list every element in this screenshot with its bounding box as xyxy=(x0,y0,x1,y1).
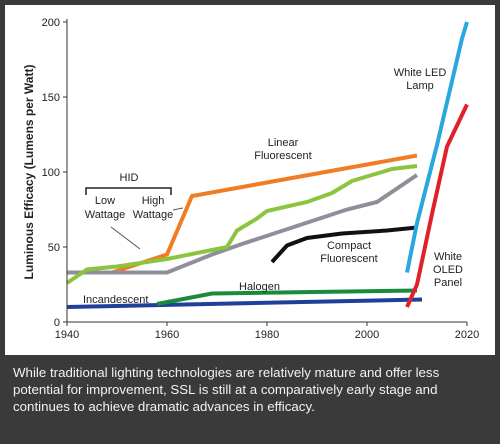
y-tick-label: 150 xyxy=(42,92,60,104)
series-label-linear-fluorescent: Linear xyxy=(268,137,299,149)
annotation-low-wattage: Low xyxy=(95,195,115,207)
y-tick-label: 50 xyxy=(48,242,60,254)
annotation-low-wattage-pointer xyxy=(110,226,141,250)
series-label-halogen: Halogen xyxy=(239,281,280,293)
chart-panel: Incandescent Halogen Linear Fluorescent Comp… xyxy=(5,5,495,355)
series-label-incandescent: Incandescent xyxy=(83,294,148,306)
annotation-low-wattage: Wattage xyxy=(85,209,126,221)
series-line-halogen xyxy=(156,288,418,306)
x-tick-label: 1960 xyxy=(155,329,179,341)
series-label-white-oled-panel: White xyxy=(434,251,462,263)
annotation-hid: HID xyxy=(120,172,139,184)
series-label-white-oled-panel: Panel xyxy=(434,277,462,289)
series-label-linear-fluorescent: Fluorescent xyxy=(254,150,311,162)
x-tick-label: 1980 xyxy=(255,329,279,341)
series-line-compact-fluorescent xyxy=(270,225,418,264)
annotation-hid-bracket xyxy=(85,187,172,195)
x-tick-label: 1940 xyxy=(55,329,79,341)
figure-caption: While traditional lighting technologies … xyxy=(13,365,440,414)
series-line-incandescent xyxy=(66,297,423,309)
series-label-white-led-lamp: Lamp xyxy=(406,80,434,92)
y-tick-label: 200 xyxy=(42,17,60,29)
series-label-compact-fluorescent: Fluorescent xyxy=(320,253,377,265)
series-line-low-wattage xyxy=(67,173,419,275)
series-label-compact-fluorescent: Compact xyxy=(327,240,371,252)
annotation-high-wattage-pointer xyxy=(172,207,184,211)
y-axis-title: Luminous Efficacy (Lumens per Watt) xyxy=(22,65,36,280)
series-label-white-oled-panel: OLED xyxy=(433,264,463,276)
y-tick-label: 0 xyxy=(54,317,60,329)
series-line-linear-fluorescent xyxy=(65,164,418,285)
series-line-white-led-lamp xyxy=(405,21,469,273)
series-line-white-oled-panel xyxy=(405,103,469,308)
annotation-high-wattage: Wattage xyxy=(133,209,174,221)
efficacy-line-chart: IncandescentHalogenLinearFluorescentComp… xyxy=(22,17,479,341)
series-label-white-led-lamp: White LED xyxy=(394,67,447,79)
x-tick-label: 2020 xyxy=(455,329,479,341)
y-tick-label: 100 xyxy=(42,167,60,179)
annotation-high-wattage: High xyxy=(142,195,165,207)
x-tick-label: 2000 xyxy=(355,329,379,341)
